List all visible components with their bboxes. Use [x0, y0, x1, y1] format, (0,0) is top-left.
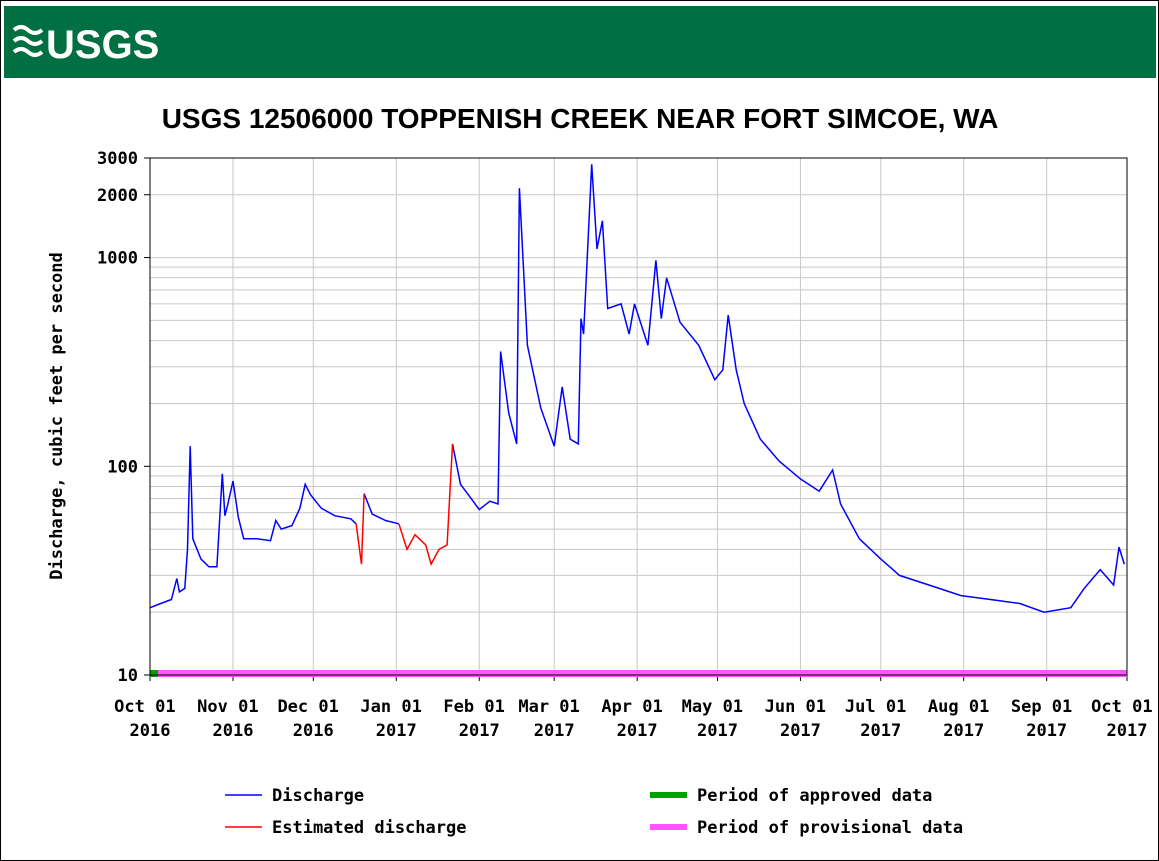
x-tick-label: Oct 01 2017: [1091, 697, 1159, 741]
x-tick-label: May 01 2017: [682, 697, 754, 741]
y-tick-label: 2000: [97, 186, 138, 206]
data-line: [355, 443, 454, 567]
x-tick-label: Feb 01 2017: [443, 697, 515, 741]
y-tick-label: 10: [118, 666, 138, 686]
x-tick-label: Dec 01 2016: [277, 697, 349, 741]
data-line: [149, 164, 1126, 613]
logo-waves: [12, 25, 44, 57]
x-tick-label: Jun 01 2017: [765, 697, 837, 741]
x-tick-label: Nov 01 2016: [197, 697, 269, 741]
x-tick-label: Sep 01 2017: [1011, 697, 1083, 741]
header-bar: [4, 6, 1156, 78]
x-tick-label: Aug 01 2017: [928, 697, 1000, 741]
legend-label: Estimated discharge: [272, 818, 466, 838]
x-tick-label: Jul 01 2017: [845, 697, 917, 741]
plot-border: [149, 157, 1128, 676]
x-tick-label: Oct 01 2016: [114, 697, 186, 741]
y-axis-label: Discharge, cubic feet per second: [47, 252, 67, 580]
legend-label: Period of provisional data: [697, 818, 963, 838]
logo-text: USGS: [46, 23, 159, 67]
legend-label: Period of approved data: [697, 786, 932, 806]
y-tick-label: 1000: [97, 249, 138, 269]
x-tick-label: Jan 01 2017: [360, 697, 432, 741]
x-tick-label: Apr 01 2017: [601, 697, 673, 741]
period-bar: [158, 670, 1127, 677]
period-bar: [150, 670, 159, 677]
legend-label: Discharge: [272, 786, 364, 806]
chart-title: USGS 12506000 TOPPENISH CREEK NEAR FORT …: [162, 103, 999, 134]
x-tick-label: Mar 01 2017: [518, 697, 590, 741]
y-tick-label: 3000: [97, 149, 138, 169]
y-tick-label: 100: [107, 457, 138, 477]
